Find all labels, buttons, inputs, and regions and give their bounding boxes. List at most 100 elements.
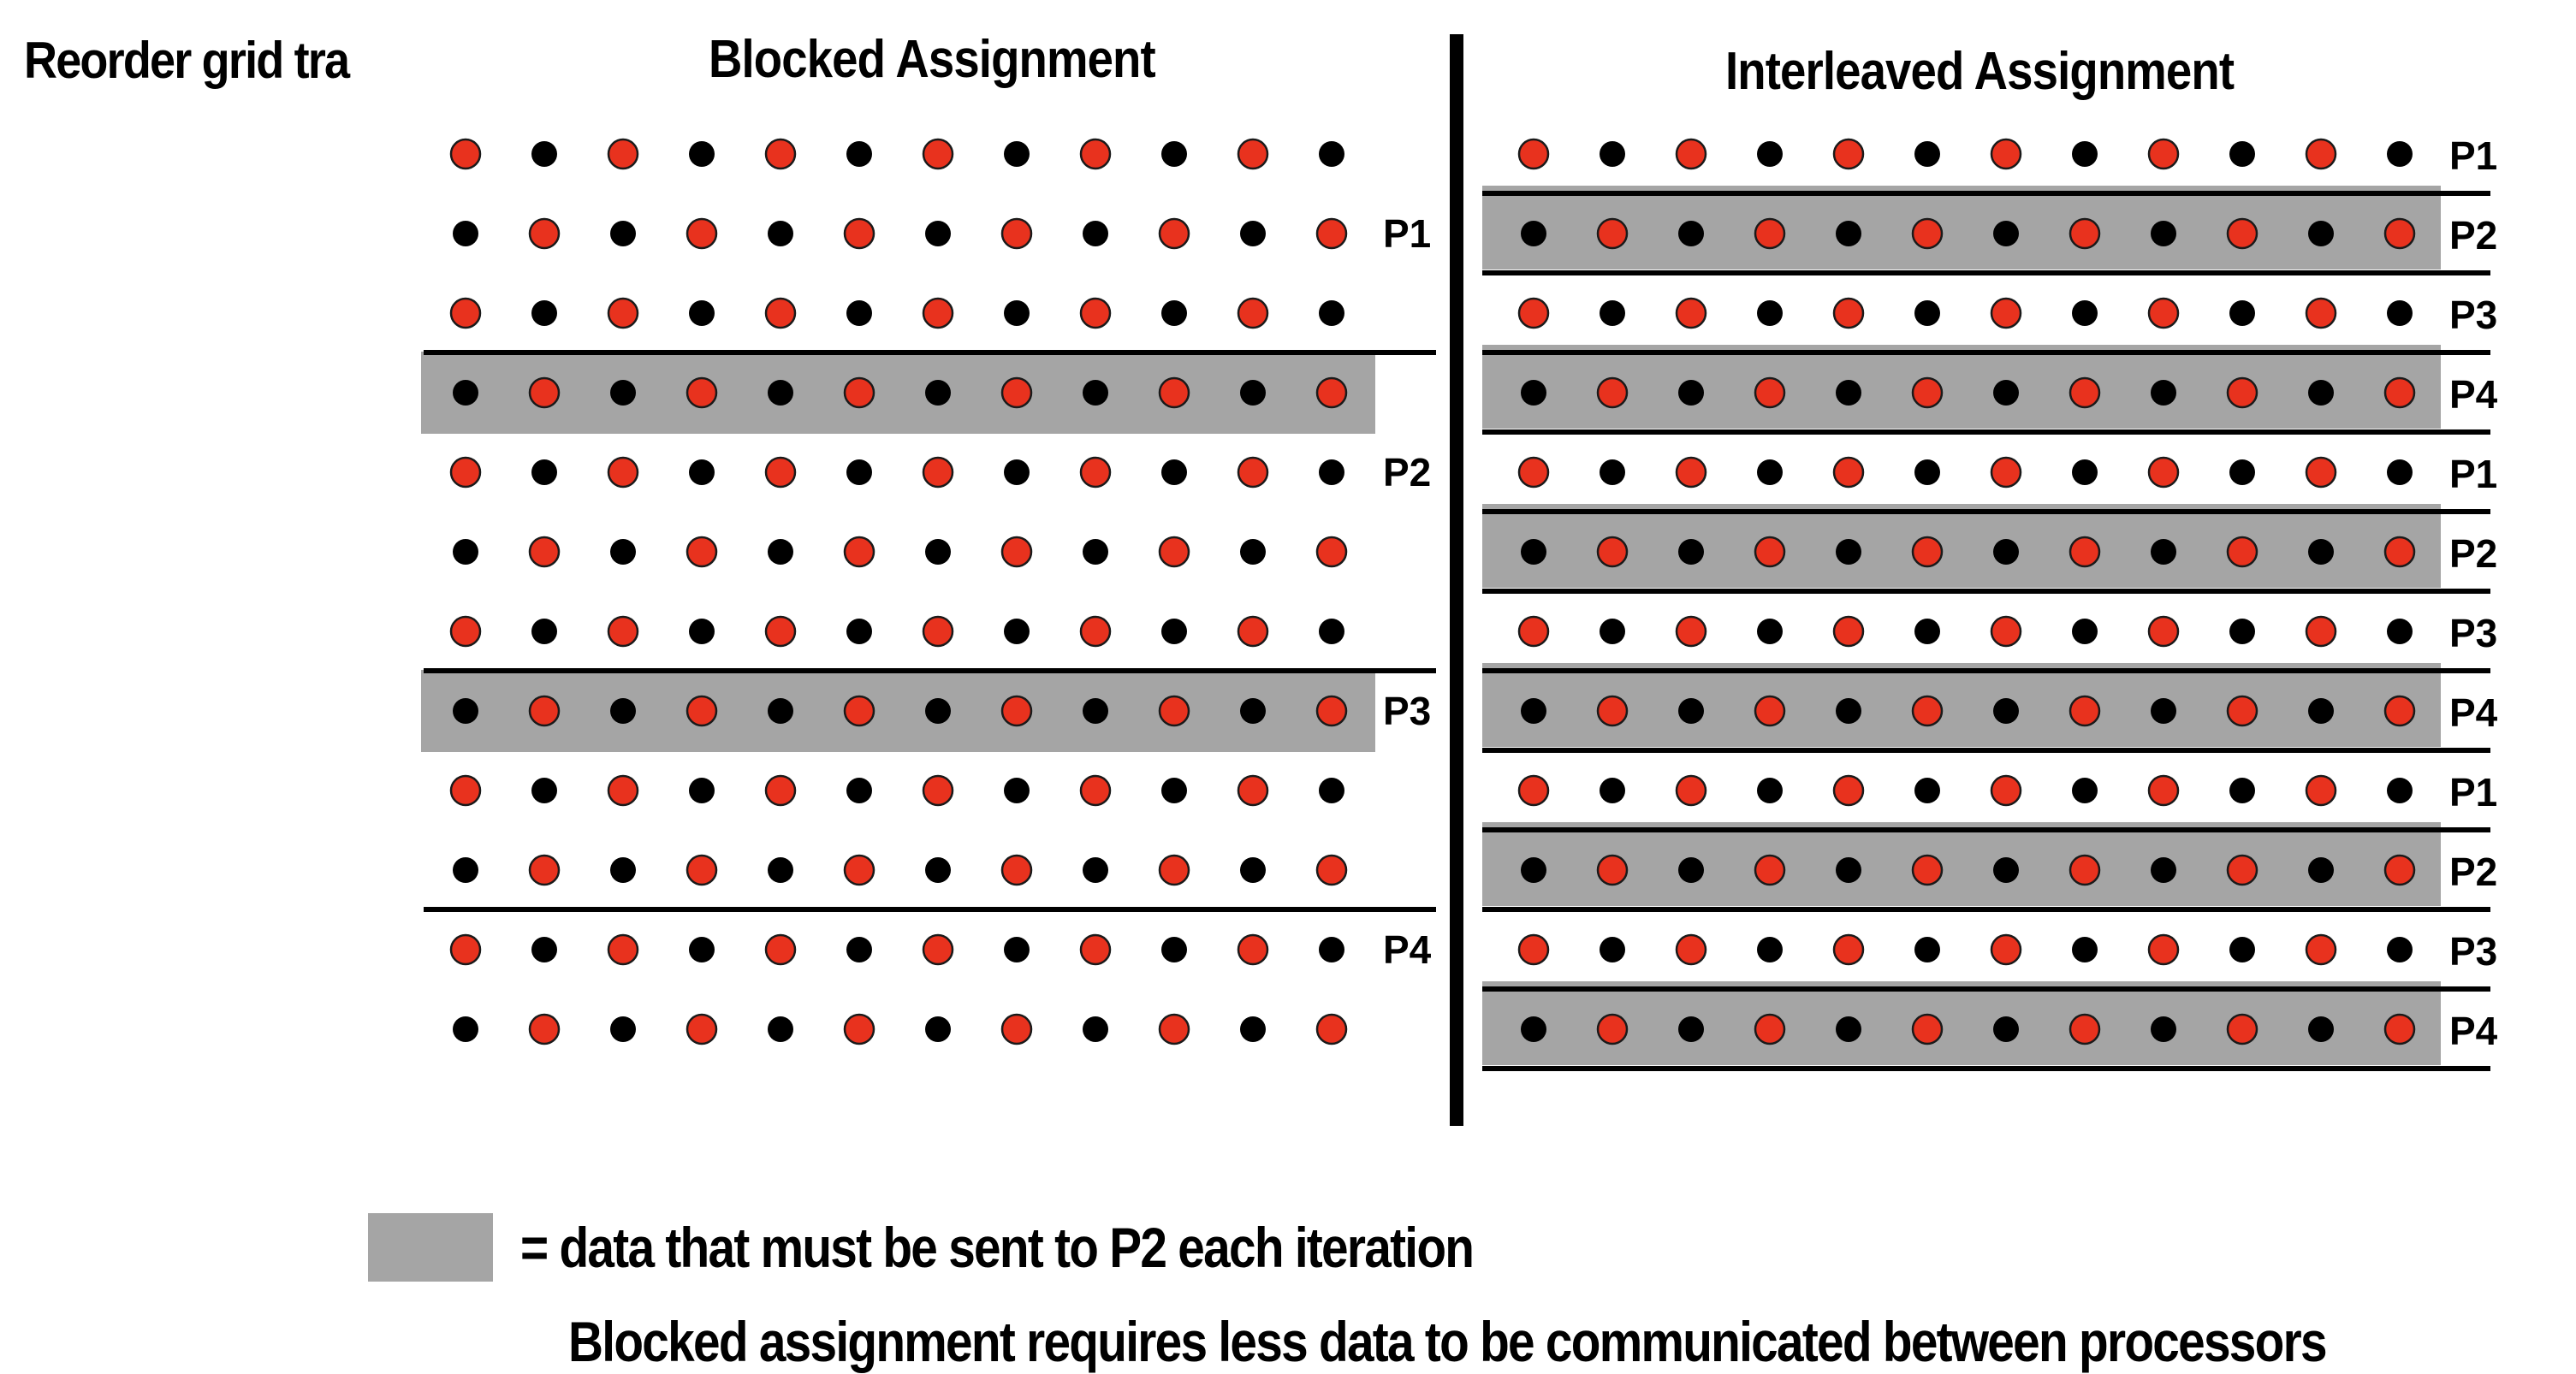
blocked-red-point bbox=[922, 297, 954, 329]
page-title: Reorder grid tra bbox=[24, 32, 350, 89]
blocked-black-point bbox=[453, 221, 478, 246]
interleaved-red-point bbox=[2383, 695, 2416, 727]
blocked-red-point bbox=[764, 774, 797, 807]
blocked-red-point bbox=[528, 854, 561, 886]
interleaved-red-point bbox=[1517, 456, 1550, 489]
blocked-black-point bbox=[1083, 380, 1108, 406]
blocked-black-point bbox=[531, 300, 557, 326]
blocked-red-point bbox=[922, 933, 954, 966]
blocked-red-point bbox=[1000, 1013, 1033, 1045]
blocked-black-point bbox=[1083, 698, 1108, 724]
interleaved-red-point bbox=[1990, 615, 2022, 648]
blocked-red-point bbox=[686, 695, 718, 727]
blocked-red-point bbox=[922, 615, 954, 648]
interleaved-row-label-p4: P4 bbox=[2449, 372, 2498, 417]
blocked-shaded-row bbox=[421, 352, 1375, 434]
interleaved-black-point bbox=[2151, 1016, 2176, 1042]
legend-text: = data that must be sent to P2 each iter… bbox=[520, 1216, 1475, 1279]
interleaved-red-point bbox=[2226, 376, 2258, 409]
interleaved-black-point bbox=[1521, 1016, 1546, 1042]
blocked-red-point bbox=[1079, 297, 1112, 329]
blocked-label-p1: P1 bbox=[1383, 211, 1431, 256]
interleaved-black-point bbox=[2308, 380, 2334, 406]
interleaved-black-point bbox=[1678, 380, 1704, 406]
blocked-black-point bbox=[1240, 380, 1266, 406]
blocked-black-point bbox=[1240, 1016, 1266, 1042]
interleaved-red-point bbox=[2305, 774, 2337, 807]
interleaved-black-point bbox=[1600, 778, 1625, 803]
interleaved-red-point bbox=[2147, 615, 2180, 648]
blocked-black-point bbox=[1161, 459, 1187, 485]
interleaved-black-point bbox=[1521, 857, 1546, 883]
blocked-red-point bbox=[764, 615, 797, 648]
interleaved-red-point bbox=[2226, 217, 2258, 250]
blocked-red-point bbox=[1079, 933, 1112, 966]
interleaved-red-point bbox=[1517, 774, 1550, 807]
blocked-red-point bbox=[1315, 695, 1348, 727]
interleaved-red-point bbox=[1911, 217, 1944, 250]
interleaved-red-point bbox=[2147, 933, 2180, 966]
blocked-black-point bbox=[689, 459, 715, 485]
interleaved-black-point bbox=[1521, 380, 1546, 406]
interleaved-black-point bbox=[1521, 698, 1546, 724]
blocked-red-point bbox=[764, 297, 797, 329]
interleaved-red-point bbox=[2069, 695, 2101, 727]
interleaved-shaded-row bbox=[1482, 981, 2441, 1065]
blocked-black-point bbox=[1161, 300, 1187, 326]
interleaved-black-point bbox=[1993, 1016, 2019, 1042]
interleaved-black-point bbox=[1836, 380, 1861, 406]
blocked-red-point bbox=[922, 138, 954, 170]
interleaved-red-point bbox=[1990, 456, 2022, 489]
interleaved-black-point bbox=[1993, 221, 2019, 246]
blocked-black-point bbox=[610, 221, 636, 246]
interleaved-black-point bbox=[1993, 857, 2019, 883]
blocked-black-point bbox=[453, 698, 478, 724]
blocked-black-point bbox=[610, 539, 636, 565]
interleaved-red-point bbox=[2305, 297, 2337, 329]
blocked-red-point bbox=[686, 536, 718, 568]
conclusion-text: Blocked assignment requires less data to… bbox=[568, 1310, 2328, 1373]
interleaved-black-point bbox=[2229, 778, 2255, 803]
blocked-red-point bbox=[607, 615, 639, 648]
blocked-black-point bbox=[689, 619, 715, 644]
blocked-black-point bbox=[925, 1016, 951, 1042]
blocked-red-point bbox=[1158, 376, 1190, 409]
interleaved-red-point bbox=[2305, 615, 2337, 648]
blocked-black-point bbox=[925, 539, 951, 565]
interleaved-black-point bbox=[2229, 619, 2255, 644]
blocked-red-point bbox=[843, 854, 875, 886]
interleaved-red-point bbox=[1517, 933, 1550, 966]
interleaved-row-label-p1: P1 bbox=[2449, 133, 2497, 178]
interleaved-black-point bbox=[1914, 459, 1940, 485]
blocked-red-point bbox=[1237, 456, 1269, 489]
interleaved-black-point bbox=[2229, 300, 2255, 326]
interleaved-red-point bbox=[1990, 138, 2022, 170]
interleaved-black-point bbox=[2151, 539, 2176, 565]
blocked-red-point bbox=[1237, 138, 1269, 170]
blocked-red-point bbox=[686, 854, 718, 886]
interleaved-red-point bbox=[1675, 615, 1707, 648]
blocked-black-point bbox=[610, 857, 636, 883]
blocked-black-point bbox=[1319, 141, 1344, 167]
blocked-black-point bbox=[1004, 778, 1030, 803]
interleaved-black-point bbox=[1836, 698, 1861, 724]
blocked-red-point bbox=[528, 217, 561, 250]
blocked-red-point bbox=[686, 217, 718, 250]
interleaved-black-point bbox=[1678, 221, 1704, 246]
interleaved-red-point bbox=[1832, 138, 1865, 170]
blocked-black-point bbox=[1319, 619, 1344, 644]
blocked-red-point bbox=[1237, 297, 1269, 329]
blocked-black-point bbox=[610, 698, 636, 724]
interleaved-red-point bbox=[1596, 1013, 1629, 1045]
interleaved-black-point bbox=[1757, 937, 1783, 962]
interleaved-red-point bbox=[1754, 536, 1786, 568]
blocked-red-point bbox=[764, 138, 797, 170]
interleaved-assignment-title: Interleaved Assignment bbox=[1725, 42, 2235, 101]
interleaved-red-point bbox=[1832, 615, 1865, 648]
legend-swatch bbox=[368, 1213, 493, 1282]
blocked-red-point bbox=[686, 1013, 718, 1045]
interleaved-red-point bbox=[2069, 854, 2101, 886]
interleaved-row-label-p1: P1 bbox=[2449, 770, 2497, 814]
blocked-black-point bbox=[846, 619, 872, 644]
